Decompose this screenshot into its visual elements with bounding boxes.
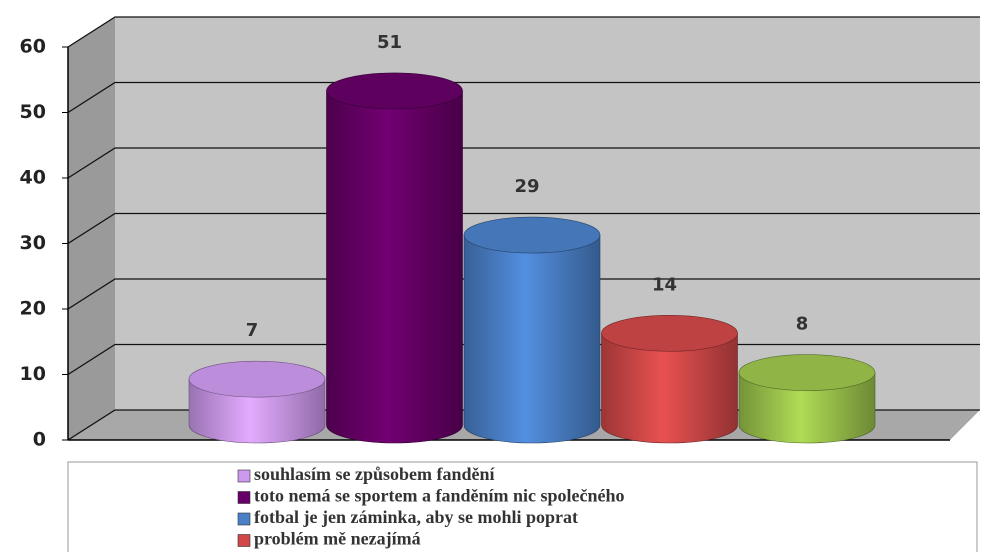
cylinder-top: [463, 216, 601, 254]
cylinder-top: [188, 360, 326, 398]
legend-label: souhlasím se způsobem fandění: [254, 464, 496, 484]
y-tick-label: 40: [20, 167, 46, 189]
legend-swatch: [237, 534, 251, 547]
legend-label: fotbal je jen záminka, aby se mohli popr…: [254, 507, 578, 527]
cylinder: [738, 372, 876, 444]
legend-label: toto nemá se sportem a fanděním nic spol…: [254, 486, 624, 506]
cylinder-top: [601, 314, 738, 352]
value-label: 8: [796, 314, 809, 335]
y-tick-label: 50: [20, 101, 46, 123]
grid-line: [67, 278, 980, 310]
grid-line: [67, 81, 980, 114]
grid-line: [67, 147, 980, 179]
value-label: 51: [377, 32, 402, 53]
y-tick-label: 60: [20, 36, 46, 58]
cylinder: [601, 333, 738, 444]
y-tick-label: 30: [20, 232, 46, 254]
y-tick-label: 10: [20, 363, 46, 385]
cylinder: [326, 90, 463, 444]
value-label: 14: [652, 274, 677, 295]
legend-swatch: [237, 491, 251, 504]
cylinder: [463, 234, 601, 444]
cylinder: [188, 378, 326, 444]
value-label: 7: [246, 320, 259, 341]
value-label: 29: [514, 176, 539, 197]
legend-label: problém mě nezajímá: [254, 529, 421, 549]
legend-swatch: [237, 512, 251, 526]
legend-box: [67, 461, 978, 552]
y-tick-label: 0: [33, 429, 46, 451]
legend-swatch: [237, 469, 251, 483]
cylinder-top: [326, 72, 463, 110]
grid-line: [67, 212, 980, 245]
cylinder-top: [738, 354, 876, 391]
grid-line: [67, 16, 980, 48]
y-tick-label: 20: [20, 298, 46, 320]
